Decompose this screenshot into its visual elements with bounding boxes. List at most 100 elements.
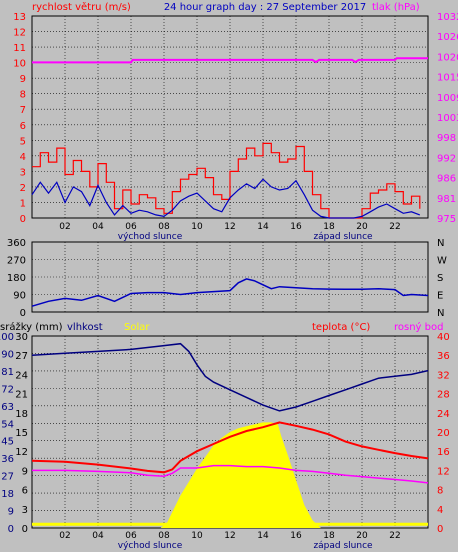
- y-tick-label-left-2: 6: [22, 486, 28, 497]
- series-solar: [32, 422, 428, 528]
- compass-label: S: [437, 273, 443, 284]
- series-pressure: [32, 57, 428, 64]
- y-tick-label-left: 63: [1, 402, 14, 413]
- y-tick-label-left: 5: [20, 136, 26, 147]
- y-tick-label-left-2: 9: [22, 466, 28, 477]
- sunrise-label-3: východ slunce: [118, 541, 183, 551]
- y-tick-label-left-2: 21: [15, 390, 28, 401]
- x-tick-label: 04: [92, 531, 104, 541]
- y-tick-label-left: 1: [20, 198, 26, 209]
- y-tick-label-right: 24: [437, 409, 450, 420]
- y-tick-label-left: 100: [0, 332, 14, 343]
- y-tick-label-right: 8: [437, 486, 443, 497]
- pressure-label: tlak (hPa): [372, 2, 420, 13]
- series-1: [31, 57, 428, 219]
- y-tick-label-right: 1009: [437, 93, 458, 104]
- series-humidity: [31, 342, 429, 412]
- y-tick-label-left-2: 27: [15, 351, 28, 362]
- y-tick-label-left: 36: [1, 454, 14, 465]
- y-tick-label-right: 36: [437, 351, 450, 362]
- y-tick-label-left-2: 12: [15, 447, 28, 458]
- x-tick-label: 12: [224, 222, 235, 232]
- x-axis-1: 02 04 06 08 10 12 14 16 18 20 22: [59, 222, 400, 232]
- humidity-label: vlhkost: [67, 322, 103, 333]
- y-tick-label-right: 1015: [437, 73, 458, 84]
- x-tick-label: 02: [59, 531, 70, 541]
- x-tick-label: 14: [257, 531, 269, 541]
- y-tick-label-right: 998: [437, 133, 456, 144]
- x-tick-label: 14: [257, 222, 269, 232]
- x-tick-label: 10: [191, 222, 203, 232]
- x-tick-label: 20: [356, 222, 368, 232]
- solar-label: Solar: [124, 322, 150, 333]
- y-tick-label-left: 10: [13, 59, 26, 70]
- y-tick-label-right: 28: [437, 390, 450, 401]
- y-tick-label-right: 1032: [437, 12, 458, 23]
- y-tick-label-left-2: 30: [15, 332, 28, 343]
- x-tick-label: 16: [290, 531, 302, 541]
- dew-point-label: rosný bod: [394, 321, 443, 333]
- series-wind-average: [31, 178, 421, 219]
- y-tick-label-left: 13: [13, 12, 26, 23]
- wind-speed-label: rychlost větru (m/s): [32, 1, 131, 13]
- y-tick-label-left: 0: [20, 308, 26, 319]
- y-tick-label-right: 40: [437, 332, 450, 343]
- y-tick-label-right: 16: [437, 447, 450, 458]
- y-tick-label-right: 1020: [437, 52, 458, 63]
- y-tick-label-left: 4: [20, 152, 26, 163]
- y-tick-label-left: 9: [8, 507, 14, 518]
- sunset-label-1: západ slunce: [313, 232, 373, 242]
- grid-2: [32, 242, 428, 312]
- y-tick-label-left: 72: [1, 384, 14, 395]
- y-tick-label-right: 12: [437, 466, 450, 477]
- x-tick-label: 02: [59, 222, 70, 232]
- x-tick-label: 18: [323, 222, 335, 232]
- y-tick-label-right: 20: [437, 428, 450, 439]
- x-tick-label: 08: [158, 531, 170, 541]
- series-3: [31, 342, 429, 528]
- y-tick-label-left: 45: [1, 437, 14, 448]
- x-tick-label: 10: [191, 531, 203, 541]
- compass-label: E: [437, 291, 443, 302]
- compass-label: N: [437, 308, 444, 319]
- sunset-label-3: západ slunce: [313, 541, 373, 551]
- y-tick-label-left: 0: [20, 214, 26, 225]
- y-tick-label-right: 986: [437, 174, 456, 185]
- series-wind-direction: [31, 278, 429, 307]
- x-tick-label: 08: [158, 222, 170, 232]
- y-tick-label-right: 992: [437, 153, 456, 164]
- rain-label: srážky (mm): [0, 321, 63, 333]
- y-tick-label-left: 2: [20, 183, 26, 194]
- series-temperature: [31, 421, 429, 474]
- x-tick-label: 06: [125, 222, 137, 232]
- x-axis-3: 02 04 06 08 10 12 14 16 18 20 22: [59, 531, 400, 541]
- y-axis-left-2: 0 90 180 270 360: [7, 238, 26, 319]
- y-tick-label-left: 270: [7, 256, 26, 267]
- x-tick-label: 12: [224, 531, 235, 541]
- y-tick-label-left: 90: [1, 349, 14, 360]
- y-tick-label-left: 18: [1, 489, 14, 500]
- y-tick-label-right: 1003: [437, 113, 458, 124]
- y-tick-label-left: 180: [7, 273, 26, 284]
- y-tick-label-right: 32: [437, 370, 450, 381]
- y-tick-label-left: 81: [1, 367, 14, 378]
- compass-label: W: [437, 256, 447, 267]
- y-tick-label-right: 975: [437, 214, 456, 225]
- y-axis-left-3: 0918273645546372819010003691215182124273…: [0, 332, 28, 535]
- y-tick-label-left-2: 3: [22, 505, 28, 516]
- y-tick-label-left-2: 18: [15, 409, 28, 420]
- y-tick-label-left-2: 15: [15, 428, 28, 439]
- x-tick-label: 20: [356, 531, 368, 541]
- y-tick-label-left: 90: [13, 291, 26, 302]
- y-tick-label-left: 8: [20, 90, 26, 101]
- y-axis-right-1: 975 981 986 992 998 1003 1009 1015 1020 1026 1032: [437, 12, 458, 225]
- y-tick-label-left: 54: [1, 419, 14, 430]
- y-tick-label-left: 11: [13, 43, 26, 54]
- temperature-label: teplota (°C): [312, 322, 370, 333]
- series-dew-point: [32, 464, 429, 484]
- y-tick-label-right: 1026: [437, 32, 458, 43]
- series-wind-speed: [32, 142, 421, 219]
- x-tick-label: 16: [290, 222, 302, 232]
